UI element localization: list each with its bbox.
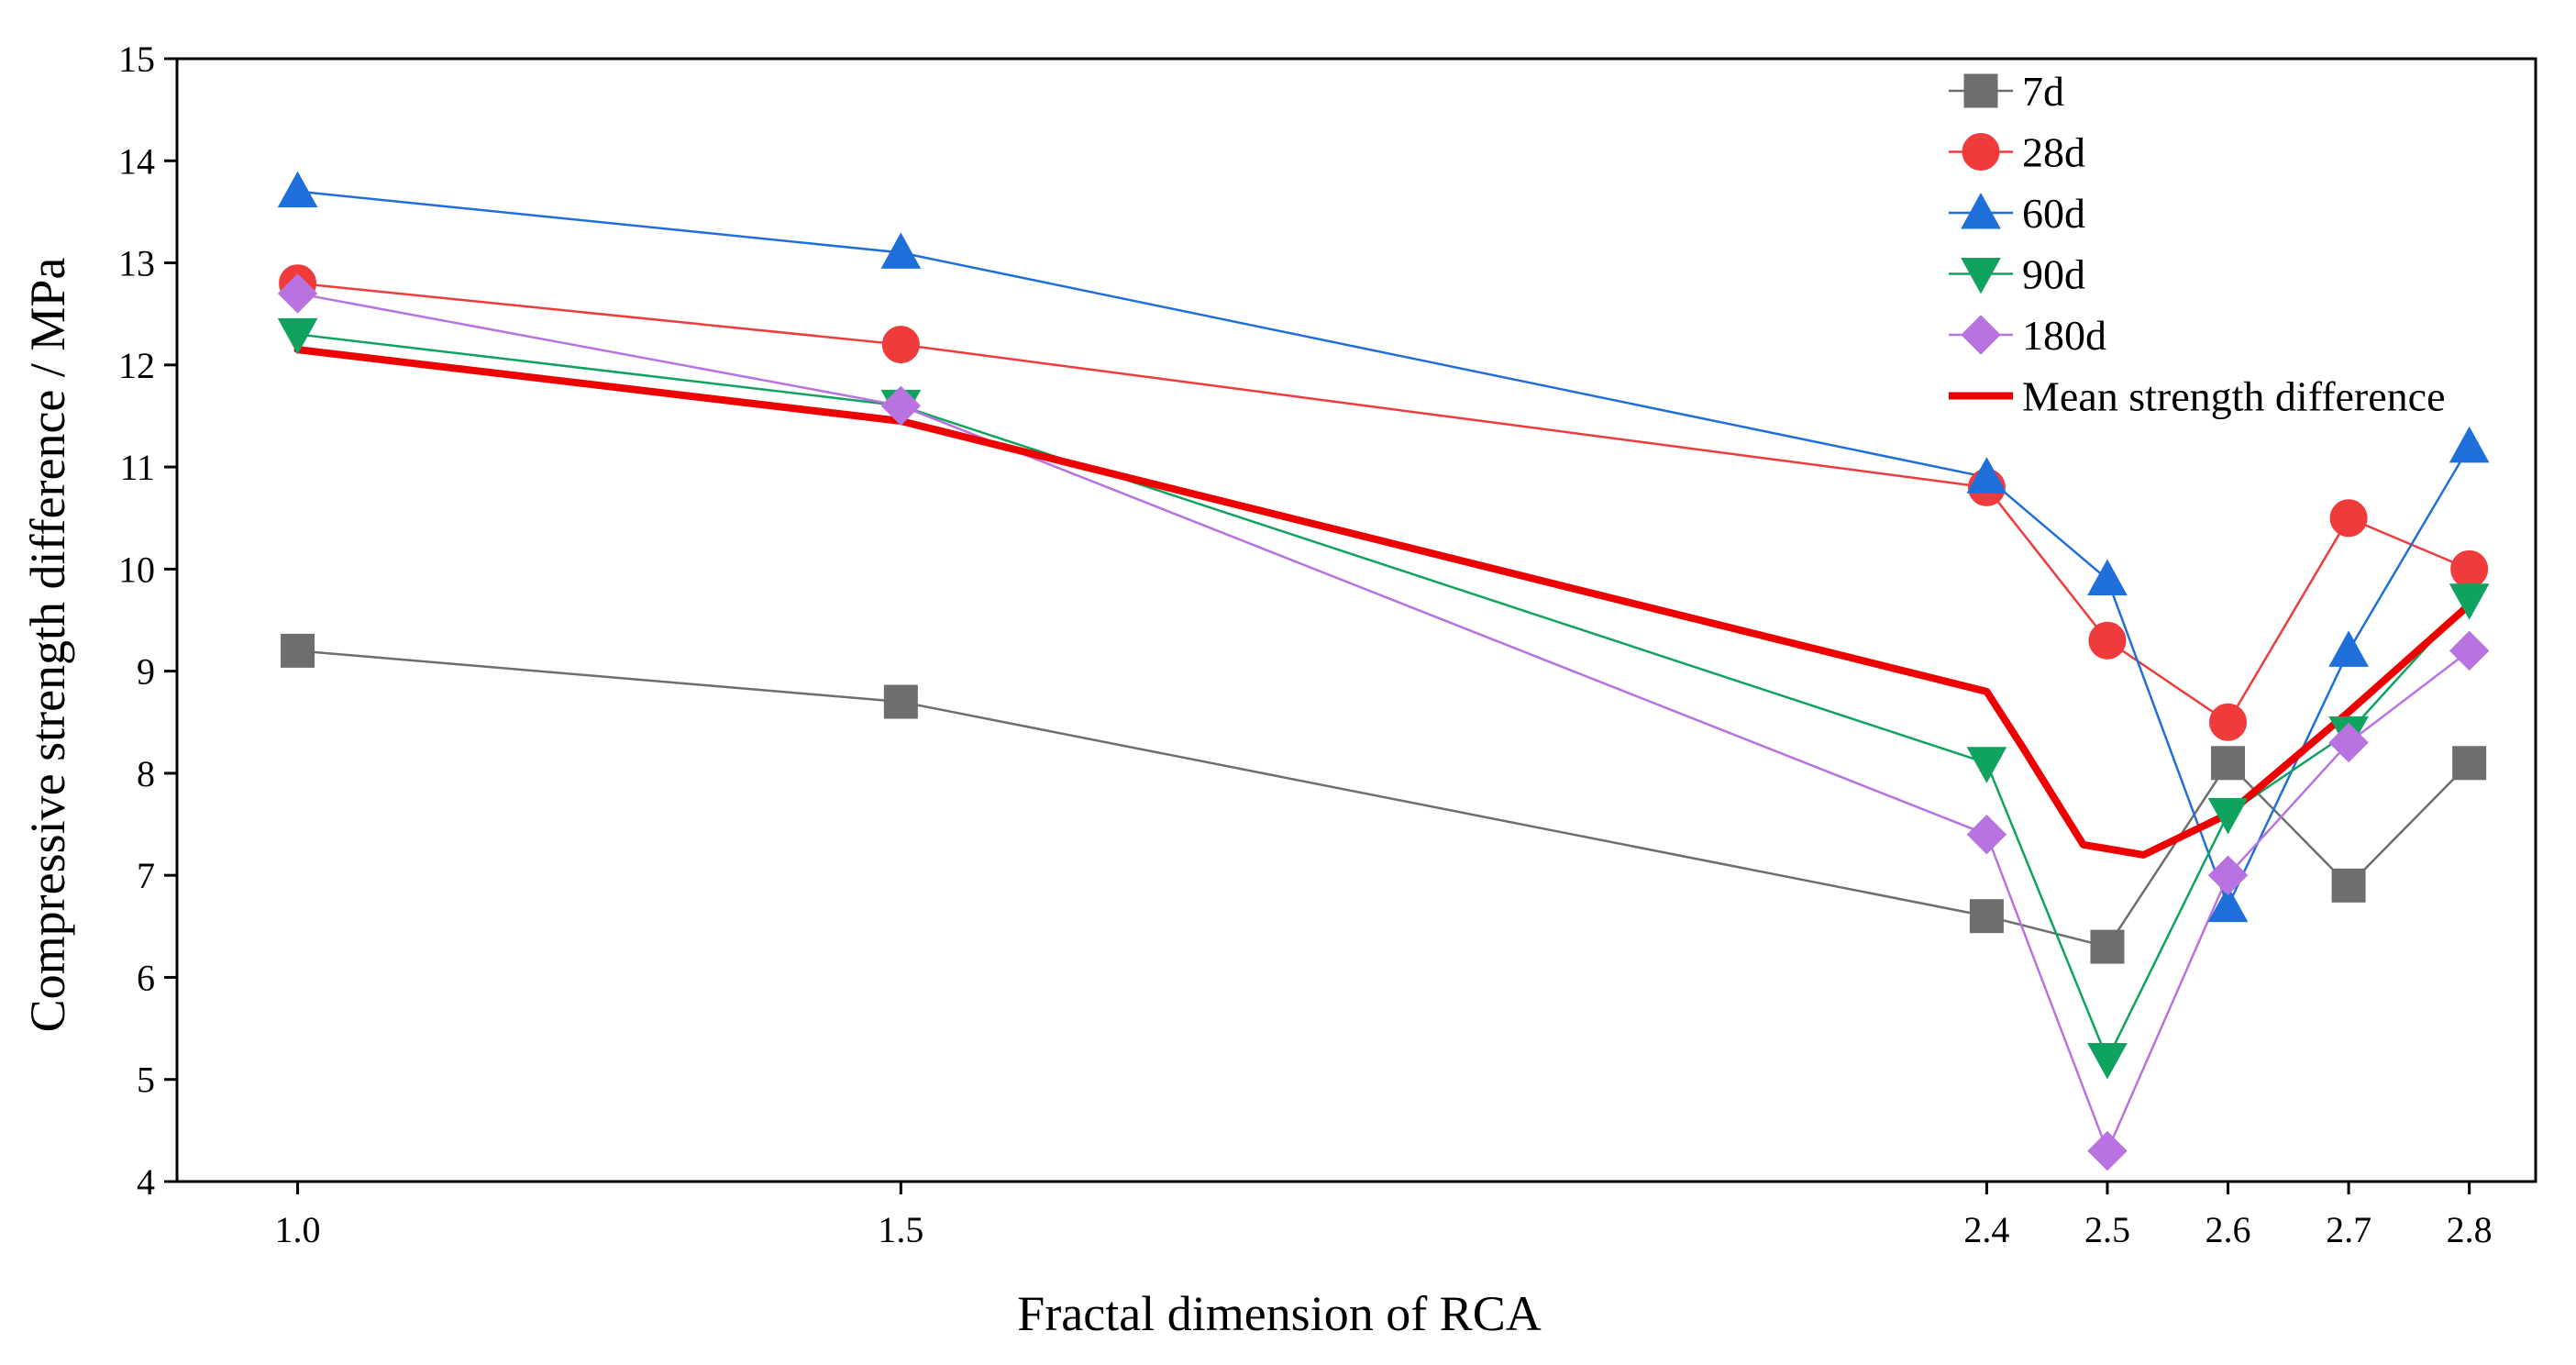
data-point-7d [2331, 868, 2366, 903]
data-point-90d [2087, 1042, 2128, 1080]
data-point-7d [2090, 929, 2125, 964]
x-tick-label: 2.8 [2447, 1209, 2493, 1250]
data-point-180d [880, 385, 922, 427]
data-point-7d [883, 684, 918, 719]
y-tick-label: 10 [118, 549, 155, 590]
legend-marker-180d [1961, 315, 2001, 355]
data-point-28d [2209, 703, 2248, 741]
y-tick-label: 14 [118, 140, 155, 182]
legend-label-60d: 60d [2022, 190, 2085, 237]
x-tick-label: 1.0 [275, 1209, 321, 1250]
y-tick-label: 8 [137, 753, 155, 794]
data-point-90d [1966, 747, 2007, 783]
data-point-60d [1966, 457, 2007, 494]
data-point-180d [277, 273, 318, 314]
y-tick-label: 15 [118, 39, 155, 80]
series-line-60d [297, 190, 2471, 909]
x-tick-label: 2.7 [2326, 1209, 2371, 1250]
data-point-180d [2449, 630, 2490, 671]
data-point-90d [2449, 583, 2490, 620]
data-point-7d [2452, 746, 2487, 781]
data-point-90d [277, 317, 318, 355]
legend-marker-60d [1961, 192, 2001, 229]
y-tick-label: 13 [118, 243, 155, 284]
data-point-90d [2207, 797, 2249, 835]
data-point-7d [281, 633, 315, 668]
data-point-180d [1966, 814, 2007, 855]
data-point-7d [2211, 746, 2246, 781]
series-line-7d [297, 649, 2471, 949]
legend-label-90d: 90d [2022, 251, 2085, 298]
series-line-28d [297, 282, 2471, 725]
series-line-90d [297, 333, 2471, 1062]
x-axis-label: Fractal dimension of RCA [1017, 1286, 1541, 1341]
data-point-28d [2329, 499, 2368, 538]
data-point-60d [277, 171, 318, 208]
data-point-28d [881, 326, 920, 364]
legend-label-180d: 180d [2022, 312, 2106, 359]
data-point-180d [2087, 1130, 2128, 1171]
data-point-180d [2207, 855, 2249, 895]
data-point-60d [2328, 630, 2369, 667]
data-point-60d [2087, 559, 2128, 595]
data-point-60d [2207, 885, 2249, 923]
x-tick-label: 2.6 [2206, 1209, 2251, 1250]
data-point-60d [2449, 426, 2490, 463]
legend-marker-7d [1963, 73, 1998, 108]
y-axis-label: Compressive strength difference / MPa [20, 258, 75, 1033]
series-line-mean [293, 346, 2473, 859]
data-point-60d [880, 232, 922, 269]
data-point-180d [2328, 722, 2369, 763]
legend-label-mean: Mean strength difference [2022, 373, 2446, 420]
y-tick-label: 7 [137, 855, 155, 896]
legend-label-28d: 28d [2022, 129, 2085, 176]
legend-marker-90d [1961, 258, 2001, 294]
y-tick-label: 9 [137, 651, 155, 693]
data-point-28d [2450, 549, 2489, 588]
data-point-7d [1969, 899, 2004, 934]
legend-label-7d: 7d [2022, 68, 2064, 115]
plot-frame [175, 57, 2537, 1183]
x-tick-label: 2.4 [1963, 1209, 2009, 1250]
series-line-180d [297, 292, 2471, 1154]
y-tick-label: 5 [137, 1060, 155, 1101]
y-tick-label: 4 [137, 1161, 155, 1203]
legend-marker-28d [1962, 133, 2000, 171]
y-tick-label: 12 [118, 345, 155, 386]
x-tick-label: 2.5 [2084, 1209, 2130, 1250]
data-point-28d [2088, 621, 2127, 660]
x-tick-label: 1.5 [878, 1209, 923, 1250]
y-tick-label: 11 [119, 447, 155, 488]
y-tick-label: 6 [137, 957, 155, 998]
